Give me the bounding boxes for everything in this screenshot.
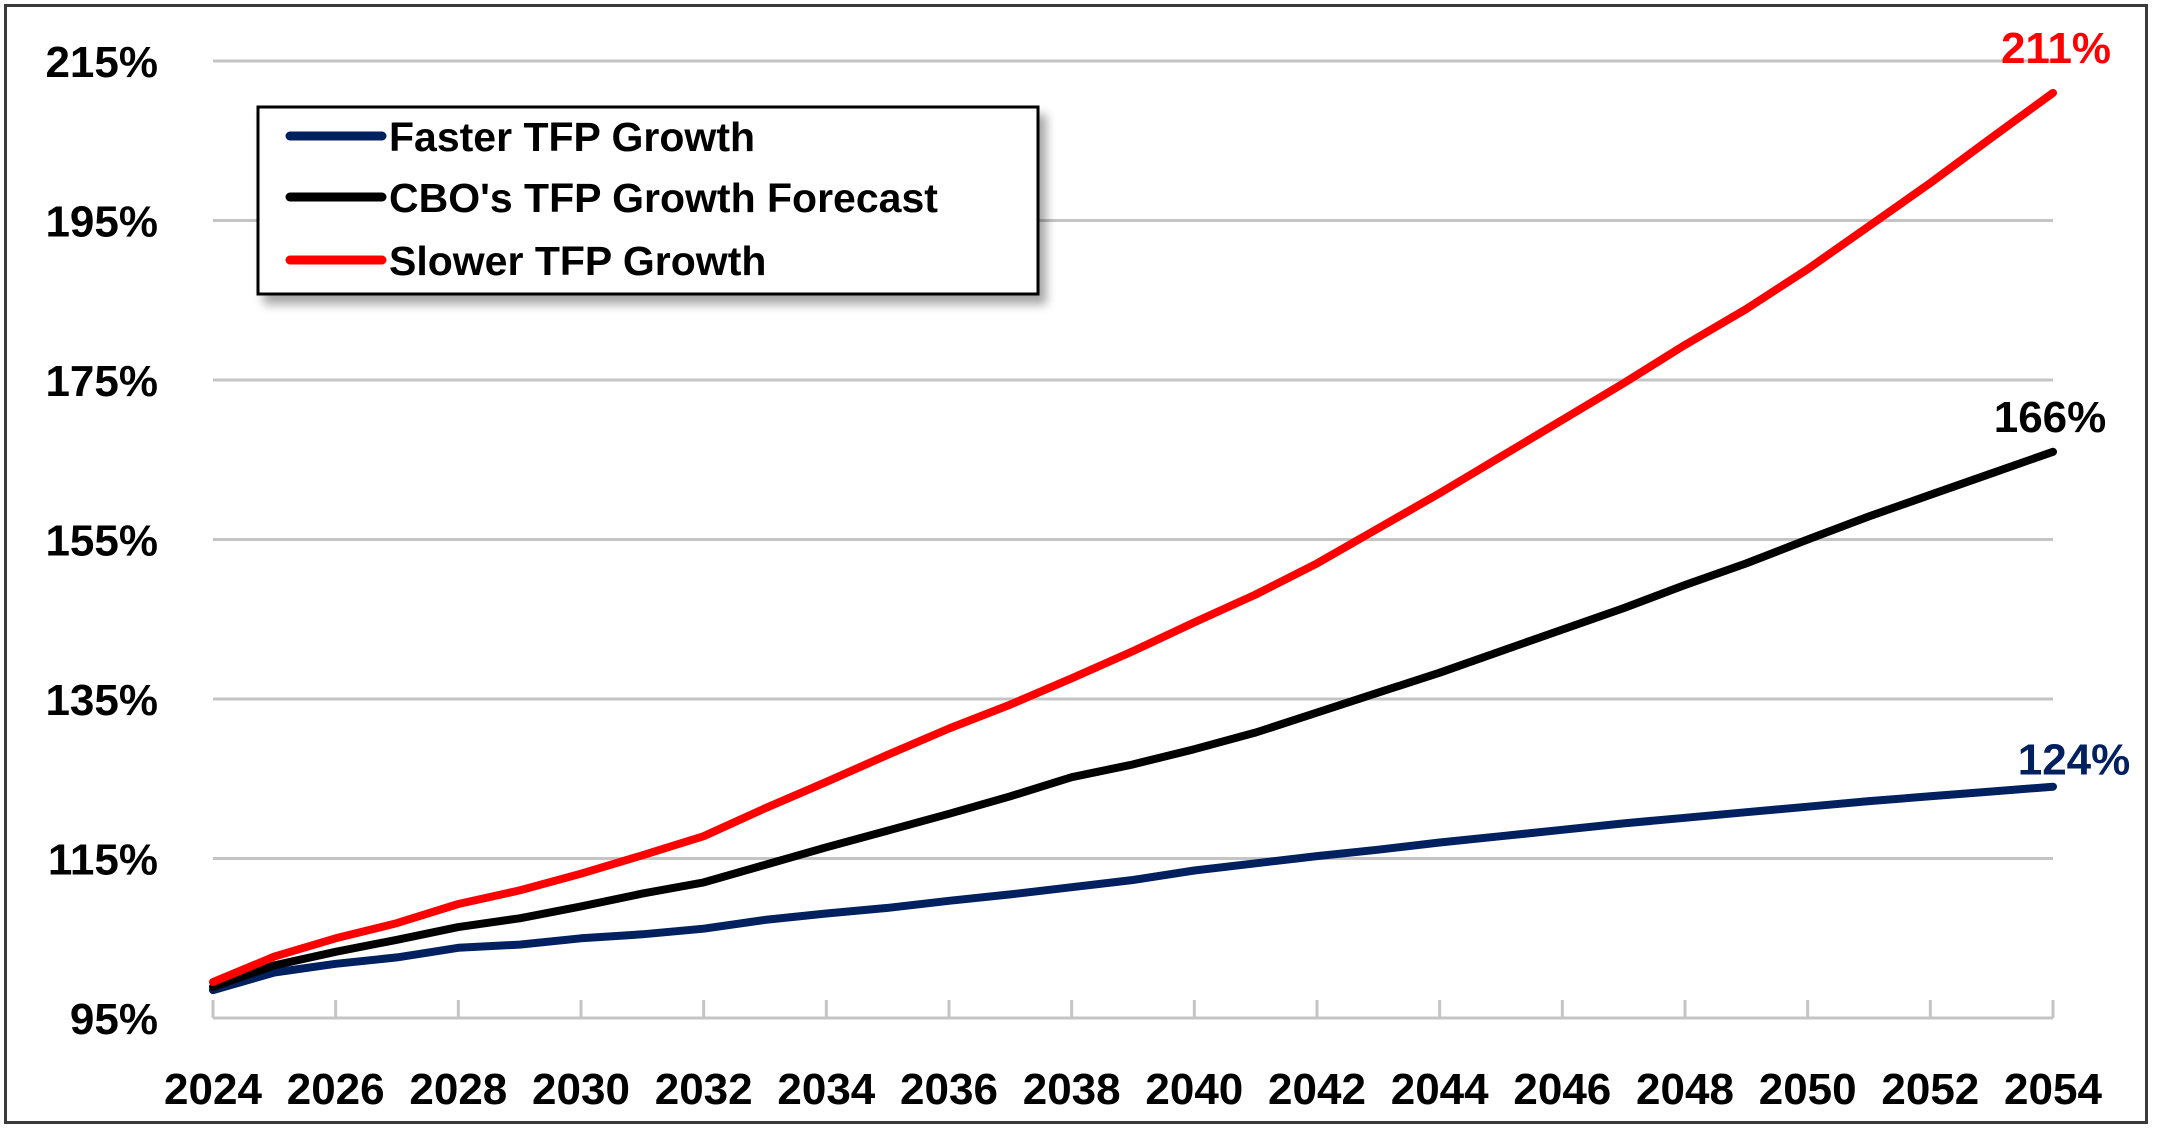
x-tick-label: 2054 — [2004, 1065, 2102, 1114]
x-tick-label: 2040 — [1145, 1065, 1243, 1114]
y-tick-label: 155% — [45, 517, 158, 566]
x-tick-label: 2032 — [655, 1065, 753, 1114]
legend: Faster TFP Growth CBO's TFP Growth Forec… — [256, 105, 1040, 296]
legend-label-slower: Slower TFP Growth — [389, 238, 766, 284]
x-tick-label: 2028 — [409, 1065, 507, 1114]
legend-item-faster: Faster TFP Growth — [285, 114, 755, 160]
end-value-label: 166% — [1994, 393, 2107, 442]
series-lines — [209, 88, 2057, 995]
x-tick-label: 2048 — [1636, 1065, 1734, 1114]
x-tick-label: 2036 — [900, 1065, 998, 1114]
legend-item-slower: Slower TFP Growth — [285, 238, 766, 284]
x-tick-label: 2038 — [1023, 1065, 1121, 1114]
x-axis-labels: 2024 2026 2028 2030 2032 2034 2036 2038 2040 2042… — [164, 1065, 2102, 1114]
x-tick-label: 2026 — [287, 1065, 385, 1114]
x-tick-label: 2042 — [1268, 1065, 1366, 1114]
end-labels: 124% 166% 211% — [1994, 24, 2131, 785]
y-tick-label: 215% — [45, 38, 158, 87]
x-tick-label: 2044 — [1391, 1065, 1489, 1114]
legend-box — [256, 105, 1040, 296]
legend-label-faster: Faster TFP Growth — [389, 114, 755, 160]
y-tick-label: 175% — [45, 357, 158, 406]
end-value-label: 211% — [2001, 24, 2111, 73]
y-axis-labels: 95% 115% 135% 155% 175% 195% 215% — [45, 38, 158, 1044]
series-line-faster-tfp-growth — [209, 782, 2057, 995]
legend-item-cbo: CBO's TFP Growth Forecast — [285, 175, 938, 221]
x-axis — [211, 1000, 2055, 1020]
y-tick-label: 195% — [45, 198, 158, 247]
y-tick-label: 115% — [48, 836, 158, 885]
x-tick-label: 2024 — [164, 1065, 262, 1114]
x-tick-label: 2030 — [532, 1065, 630, 1114]
legend-label-cbo: CBO's TFP Growth Forecast — [389, 175, 938, 221]
x-tick-label: 2034 — [777, 1065, 875, 1114]
x-tick-label: 2052 — [1881, 1065, 1979, 1114]
series-line-cbo-s-tfp-growth-forecast — [209, 447, 2057, 991]
x-tick-label: 2050 — [1759, 1065, 1857, 1114]
series-line-slower-tfp-growth — [209, 88, 2057, 987]
y-tick-label: 95% — [70, 995, 158, 1044]
end-value-label: 124% — [2018, 736, 2131, 785]
x-tick-label: 2046 — [1513, 1065, 1611, 1114]
y-tick-label: 135% — [45, 676, 158, 725]
